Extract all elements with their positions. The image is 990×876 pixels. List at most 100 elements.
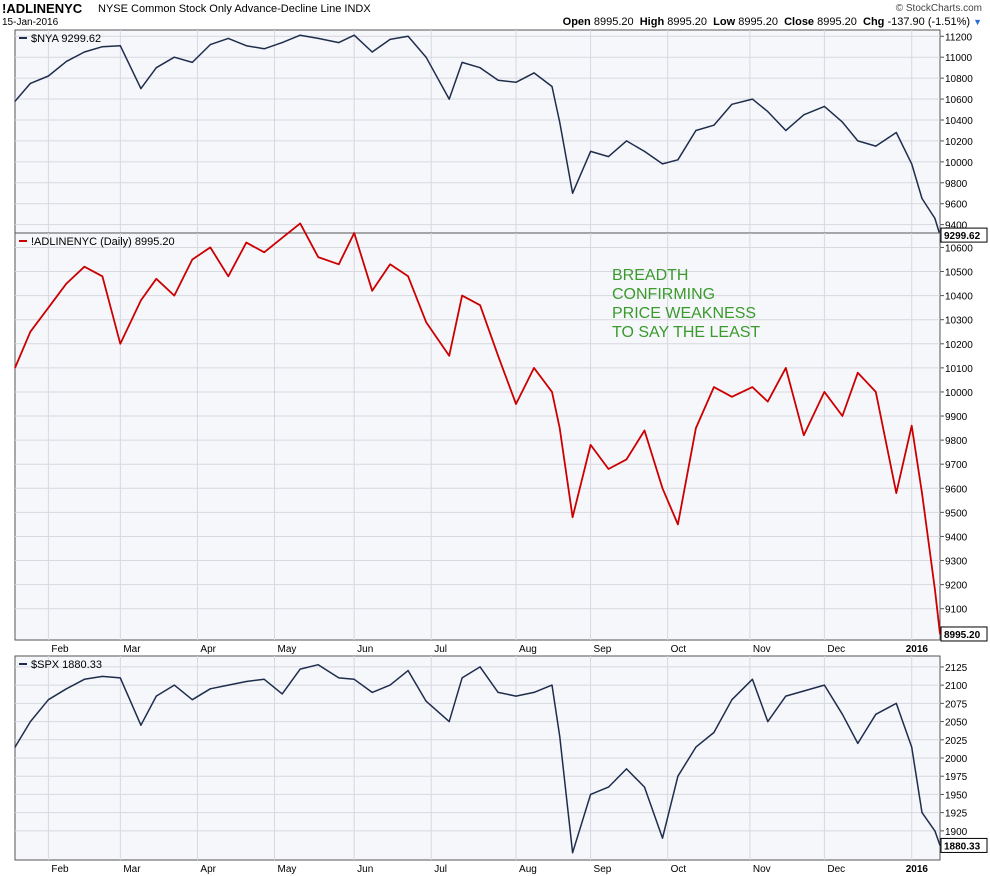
data-point xyxy=(785,367,787,369)
data-point xyxy=(14,746,16,748)
y-tick-label: 1900 xyxy=(945,827,968,838)
data-point xyxy=(803,434,805,436)
data-point xyxy=(911,425,913,427)
data-point xyxy=(590,793,592,796)
data-point xyxy=(533,367,535,369)
data-point xyxy=(209,44,211,46)
data-point xyxy=(823,684,826,686)
data-point xyxy=(767,111,769,113)
data-point xyxy=(551,684,553,686)
data-point xyxy=(191,61,193,64)
symbol-description: NYSE Common Stock Only Advance-Decline L… xyxy=(98,3,371,15)
data-point xyxy=(101,275,103,277)
data-point xyxy=(767,401,769,403)
data-point xyxy=(767,721,769,723)
data-point xyxy=(281,237,283,239)
data-point xyxy=(695,427,697,429)
data-point xyxy=(338,263,340,265)
data-point xyxy=(29,82,31,84)
close-value: 8995.20 xyxy=(817,16,857,28)
data-point xyxy=(731,103,733,105)
data-point xyxy=(317,256,319,258)
y-tick-label: 9600 xyxy=(945,484,968,495)
month-label: Jul xyxy=(434,864,447,875)
data-point xyxy=(607,786,610,788)
data-point xyxy=(559,735,561,737)
data-point xyxy=(643,150,646,152)
data-point xyxy=(407,35,409,37)
data-point xyxy=(101,46,103,48)
data-point xyxy=(939,844,941,847)
data-point xyxy=(155,695,157,697)
panel-frame-middle xyxy=(14,232,941,641)
y-tick-label: 2000 xyxy=(945,754,968,765)
month-label: Jun xyxy=(357,864,373,875)
data-point xyxy=(551,391,553,393)
data-point xyxy=(572,516,574,518)
month-label: Jun xyxy=(357,644,373,655)
down-triangle-icon: ▼ xyxy=(973,17,982,27)
data-point xyxy=(515,403,517,405)
data-point xyxy=(425,56,427,58)
data-point xyxy=(785,695,787,697)
data-point xyxy=(559,427,561,429)
data-point xyxy=(533,72,535,74)
data-point xyxy=(209,688,211,690)
data-point xyxy=(317,664,319,666)
month-label: Apr xyxy=(200,644,216,655)
data-point xyxy=(559,121,561,123)
data-point xyxy=(661,163,664,165)
data-point xyxy=(607,468,610,470)
month-label: Aug xyxy=(519,864,537,875)
data-point xyxy=(625,458,628,460)
data-point xyxy=(572,192,574,194)
month-label: 2016 xyxy=(906,864,929,875)
y-tick-label: 10100 xyxy=(945,364,973,375)
data-point xyxy=(695,129,697,132)
panel-frame-top xyxy=(14,29,941,234)
data-point xyxy=(317,37,319,40)
data-point xyxy=(572,852,574,854)
data-point xyxy=(140,299,142,301)
data-point xyxy=(803,114,805,116)
data-point xyxy=(479,67,481,69)
data-point xyxy=(191,699,193,701)
data-point xyxy=(841,713,844,715)
data-point xyxy=(140,88,142,90)
y-tick-label: 9400 xyxy=(945,532,968,543)
data-point xyxy=(65,60,67,63)
data-point xyxy=(47,699,50,701)
data-point xyxy=(173,684,175,686)
data-point xyxy=(515,81,517,83)
y-tick-label: 10000 xyxy=(945,158,973,169)
y-tick-label: 9600 xyxy=(945,200,968,211)
month-label: Nov xyxy=(753,864,771,875)
data-point xyxy=(921,492,923,494)
data-point xyxy=(875,391,877,393)
y-tick-label: 10600 xyxy=(945,95,973,106)
data-point xyxy=(299,668,301,670)
legend-label: $SPX 1880.33 xyxy=(31,659,102,671)
y-tick-label: 9700 xyxy=(945,460,968,471)
data-point xyxy=(921,197,923,200)
y-tick-label: 9500 xyxy=(945,508,968,519)
data-point xyxy=(895,702,897,705)
data-point xyxy=(425,321,427,323)
data-point xyxy=(245,680,247,683)
y-tick-label: 10200 xyxy=(945,137,973,148)
annotation-line: CONFIRMING xyxy=(612,286,715,303)
data-point xyxy=(29,331,31,333)
data-point xyxy=(425,700,427,702)
y-tick-label: 2025 xyxy=(945,736,968,747)
data-point xyxy=(515,695,517,697)
y-tick-label: 9200 xyxy=(945,581,968,592)
month-label: May xyxy=(278,644,297,655)
data-point xyxy=(371,290,373,292)
data-point xyxy=(713,386,715,388)
y-tick-label: 11200 xyxy=(945,32,973,43)
data-point xyxy=(83,51,85,53)
data-point xyxy=(751,386,754,388)
data-point xyxy=(823,391,826,393)
data-point xyxy=(448,98,450,100)
